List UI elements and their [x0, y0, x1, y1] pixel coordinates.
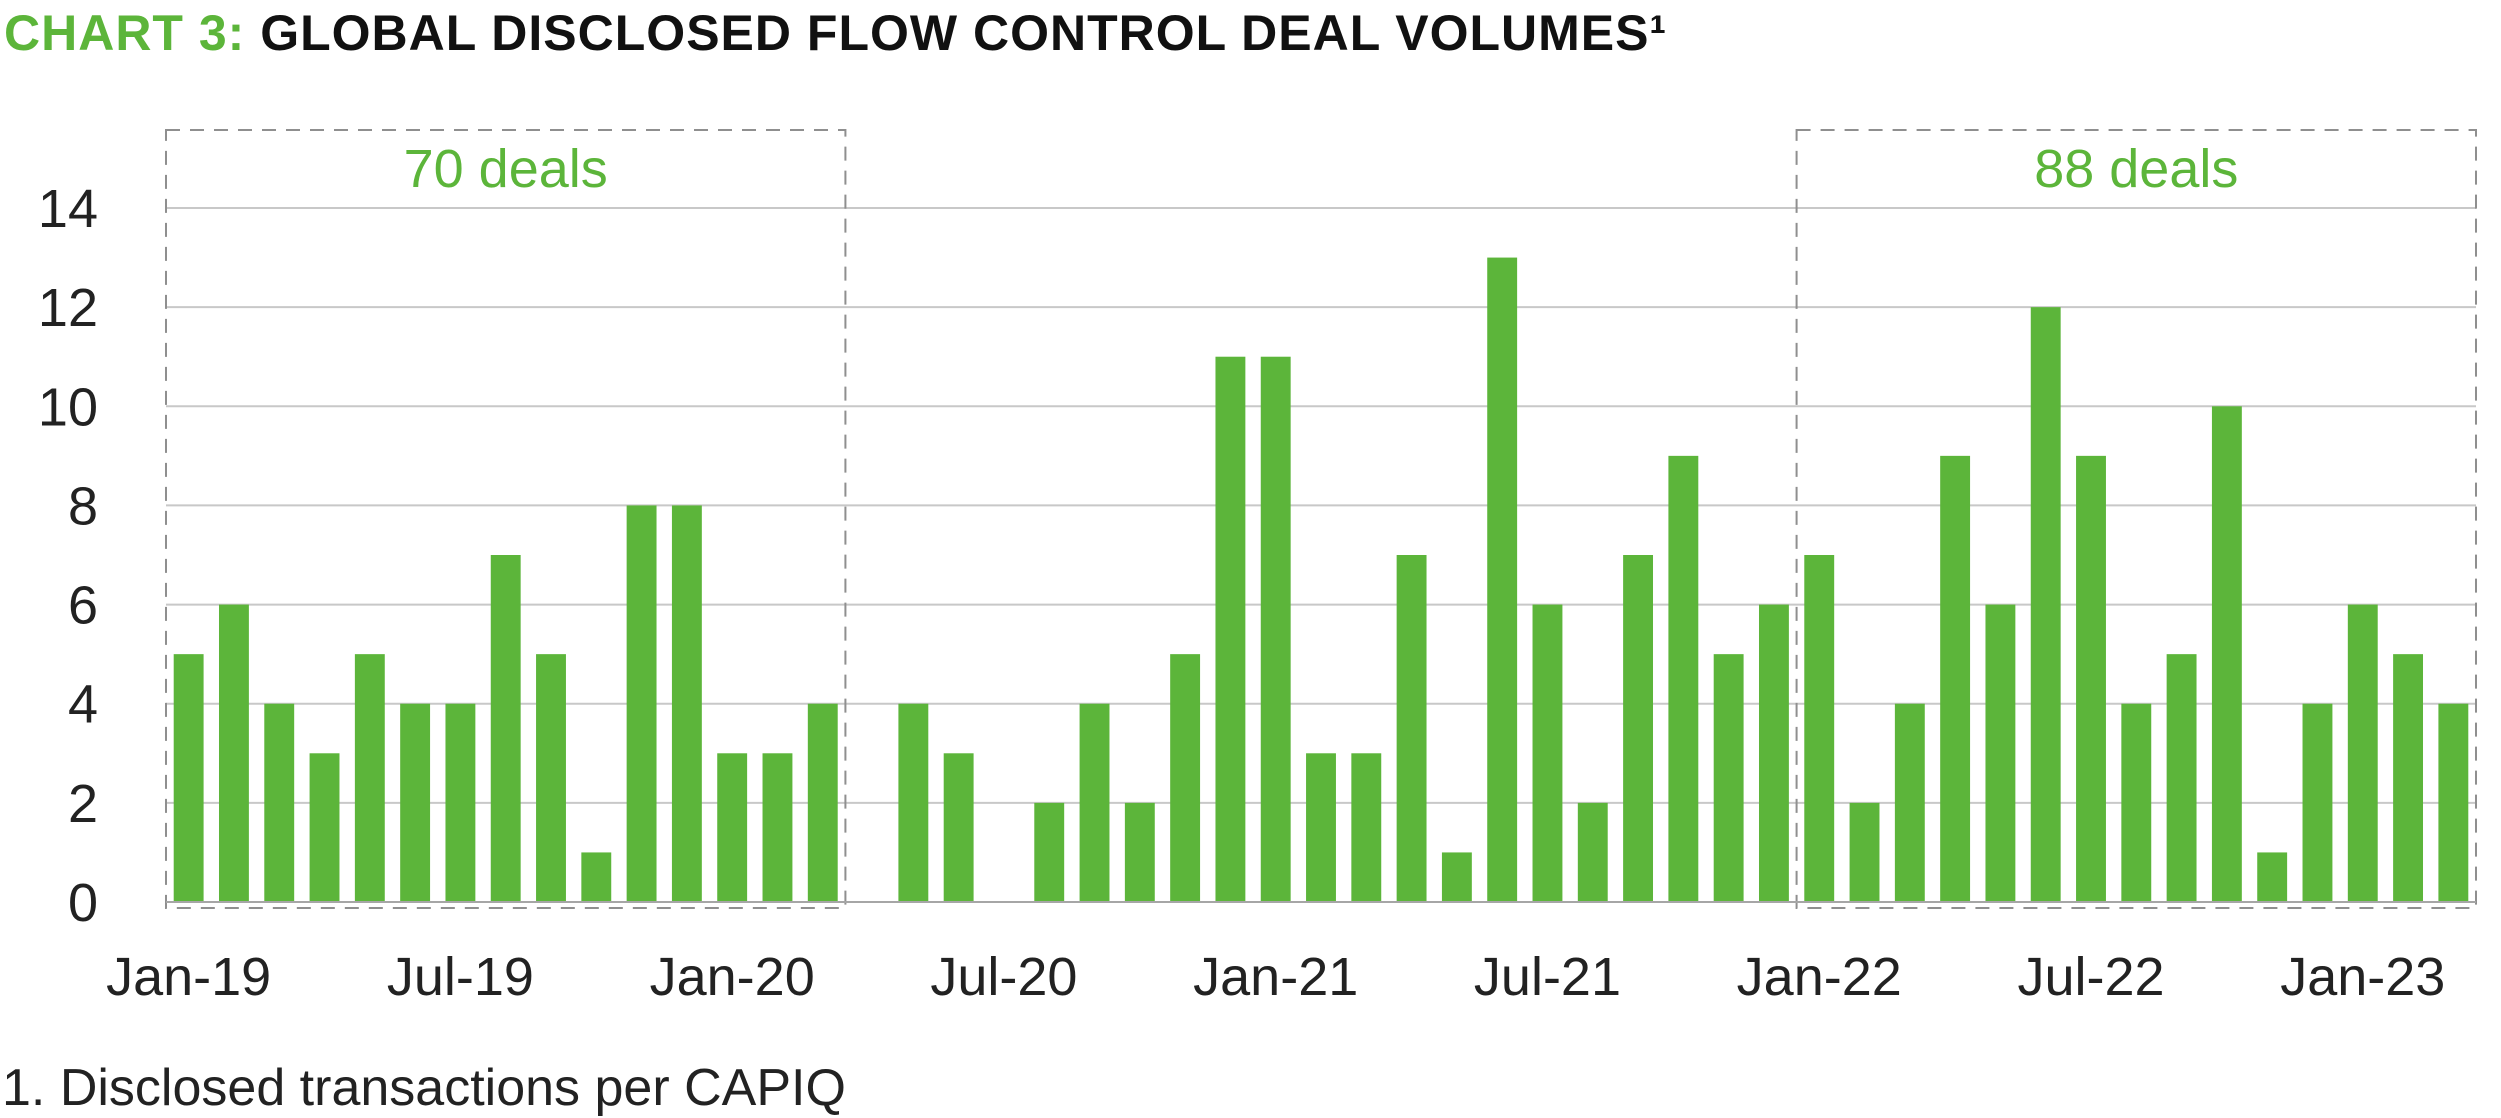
x-tick-label-Jul-22: Jul-22: [2017, 947, 2164, 1007]
y-tick-label-6: 6: [68, 576, 98, 636]
chart-title-prefix: CHART 3:: [4, 5, 246, 61]
bar-Feb-19: [218, 604, 249, 902]
bar-Nov-22: [2257, 852, 2288, 902]
bar-Jan-20: [717, 753, 748, 902]
bar-Aug-19: [490, 555, 521, 902]
y-tick-label-12: 12: [38, 278, 98, 338]
bar-Oct-19: [581, 852, 612, 902]
axes: 0 2 4 6 8 10 12 14 Jan-19 Jul-19 Jan-20 Jul-20 Jan-2…: [38, 179, 2476, 1007]
bar-Apr-21: [1396, 555, 1427, 902]
x-tick-label-Jan-21: Jan-21: [1193, 947, 1358, 1007]
bar-Dec-22: [2302, 703, 2333, 902]
x-tick-label-Jan-22: Jan-22: [1737, 947, 1902, 1007]
bar-Aug-21: [1577, 802, 1608, 902]
bar-Jul-19: [445, 703, 476, 902]
chart-title: CHART 3: GLOBAL DISCLOSED FLOW CONTROL D…: [4, 4, 1667, 62]
bar-Aug-22: [2121, 703, 2152, 902]
annotation-box-1: [165, 129, 847, 909]
bar-Oct-22: [2211, 406, 2242, 902]
bar-Jan-23: [2347, 604, 2378, 902]
bar-Nov-20: [1170, 654, 1201, 902]
y-tick-label-4: 4: [68, 675, 98, 735]
bar-May-22: [1985, 604, 2016, 902]
bar-Feb-22: [1849, 802, 1880, 902]
y-tick-label-14: 14: [38, 179, 98, 239]
bar-Dec-19: [671, 505, 702, 902]
bar-Jan-19: [173, 654, 204, 902]
bar-Mar-20: [807, 703, 838, 902]
bar-Mar-19: [264, 703, 295, 902]
bar-Feb-23: [2393, 654, 2424, 902]
bar-Apr-22: [1940, 455, 1971, 902]
bar-Sep-20: [1079, 703, 1110, 902]
footnote: 1. Disclosed transactions per CAPIQ: [2, 1059, 846, 1117]
bar-Mar-22: [1894, 703, 1925, 902]
x-tick-label-Jul-21: Jul-21: [1474, 947, 1621, 1007]
y-tick-label-10: 10: [38, 377, 98, 437]
bar-Sep-21: [1623, 555, 1654, 902]
x-tick-label-Jan-23: Jan-23: [2280, 947, 2445, 1007]
bar-Oct-20: [1124, 802, 1155, 902]
bar-Jul-21: [1532, 604, 1563, 902]
chart-title-main: GLOBAL DISCLOSED FLOW CONTROL DEAL VOLUM…: [260, 5, 1668, 61]
bar-Jun-21: [1487, 257, 1518, 903]
bar-Jan-21: [1260, 356, 1291, 902]
bar-Oct-21: [1668, 455, 1699, 902]
annotation-box-2: [1795, 129, 2477, 909]
bar-Sep-19: [536, 654, 566, 902]
bar-May-20: [898, 703, 929, 902]
bar-Nov-19: [626, 505, 657, 902]
annotation-boxes: 70 deals 88 deals: [165, 129, 2477, 909]
bar-Dec-20: [1215, 356, 1246, 902]
bar-Jan-22: [1804, 555, 1835, 902]
bar-Apr-19: [309, 753, 340, 902]
y-tick-label-0: 0: [68, 873, 98, 933]
annotation-label-2: 88 deals: [2034, 139, 2238, 199]
bar-Aug-20: [1034, 802, 1065, 902]
bar-Dec-21: [1758, 604, 1789, 902]
bar-Jun-20: [943, 753, 974, 902]
x-tick-label-Jan-19: Jan-19: [106, 947, 271, 1007]
bar-Jun-19: [400, 703, 431, 902]
y-tick-label-8: 8: [68, 476, 98, 536]
x-tick-label-Jul-20: Jul-20: [930, 947, 1077, 1007]
x-tick-label-Jul-19: Jul-19: [387, 947, 534, 1007]
bar-Feb-21: [1306, 753, 1336, 902]
bar-Mar-21: [1351, 753, 1382, 902]
bar-May-21: [1441, 852, 1472, 902]
bar-Jul-22: [2076, 455, 2106, 902]
annotation-label-1: 70 deals: [404, 139, 608, 199]
bar-Feb-20: [762, 753, 793, 902]
bar-Mar-23: [2438, 703, 2469, 902]
bar-Nov-21: [1713, 654, 1744, 902]
bar-Sep-22: [2166, 654, 2197, 902]
y-tick-label-2: 2: [68, 774, 98, 834]
bars: [173, 257, 2469, 903]
bar-Jun-22: [2030, 307, 2061, 903]
bar-May-19: [354, 654, 385, 902]
x-tick-label-Jan-20: Jan-20: [650, 947, 815, 1007]
